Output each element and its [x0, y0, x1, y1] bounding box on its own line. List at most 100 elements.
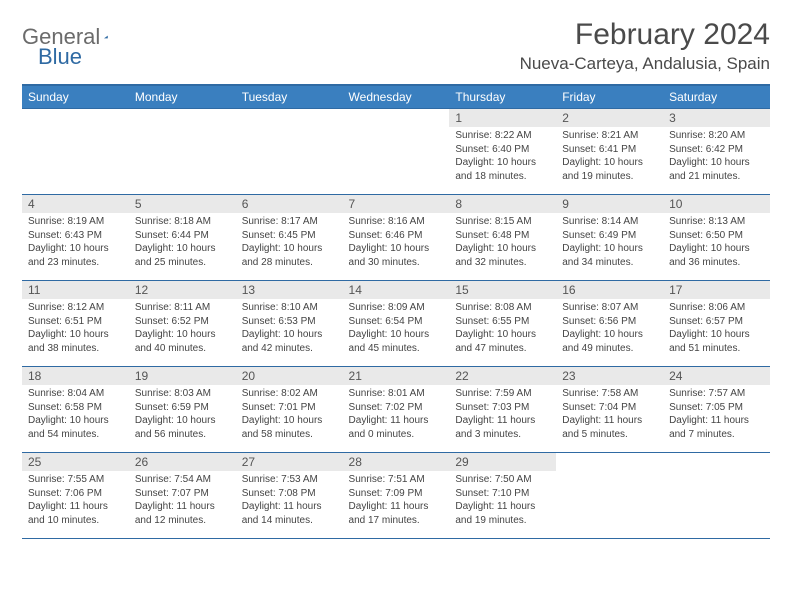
daylight-text: Daylight: 10 hours and 45 minutes. — [349, 328, 444, 355]
sunset-text: Sunset: 7:05 PM — [669, 401, 764, 415]
day-details: Sunrise: 8:14 AMSunset: 6:49 PMDaylight:… — [556, 213, 663, 273]
calendar-cell — [129, 109, 236, 195]
daylight-text: Daylight: 10 hours and 32 minutes. — [455, 242, 550, 269]
sunset-text: Sunset: 6:43 PM — [28, 229, 123, 243]
day-number: 9 — [556, 195, 663, 213]
day-details: Sunrise: 8:10 AMSunset: 6:53 PMDaylight:… — [236, 299, 343, 359]
day-number: 17 — [663, 281, 770, 299]
sunset-text: Sunset: 6:40 PM — [455, 143, 550, 157]
day-details: Sunrise: 8:03 AMSunset: 6:59 PMDaylight:… — [129, 385, 236, 445]
sunset-text: Sunset: 6:48 PM — [455, 229, 550, 243]
daylight-text: Daylight: 10 hours and 25 minutes. — [135, 242, 230, 269]
calendar-cell: 20Sunrise: 8:02 AMSunset: 7:01 PMDayligh… — [236, 367, 343, 453]
sunrise-text: Sunrise: 7:58 AM — [562, 387, 657, 401]
daylight-text: Daylight: 10 hours and 56 minutes. — [135, 414, 230, 441]
sunset-text: Sunset: 6:49 PM — [562, 229, 657, 243]
day-number: 25 — [22, 453, 129, 471]
day-details: Sunrise: 7:55 AMSunset: 7:06 PMDaylight:… — [22, 471, 129, 531]
day-details: Sunrise: 7:51 AMSunset: 7:09 PMDaylight:… — [343, 471, 450, 531]
sunset-text: Sunset: 6:51 PM — [28, 315, 123, 329]
header: General February 2024 Nueva-Carteya, And… — [22, 18, 770, 74]
daylight-text: Daylight: 10 hours and 34 minutes. — [562, 242, 657, 269]
calendar-cell: 16Sunrise: 8:07 AMSunset: 6:56 PMDayligh… — [556, 281, 663, 367]
day-details: Sunrise: 8:06 AMSunset: 6:57 PMDaylight:… — [663, 299, 770, 359]
daylight-text: Daylight: 11 hours and 0 minutes. — [349, 414, 444, 441]
calendar-cell: 14Sunrise: 8:09 AMSunset: 6:54 PMDayligh… — [343, 281, 450, 367]
sunset-text: Sunset: 7:06 PM — [28, 487, 123, 501]
day-number: 20 — [236, 367, 343, 385]
sunrise-text: Sunrise: 8:11 AM — [135, 301, 230, 315]
logo-text-2: Blue — [38, 44, 82, 70]
day-number: 1 — [449, 109, 556, 127]
day-details: Sunrise: 8:11 AMSunset: 6:52 PMDaylight:… — [129, 299, 236, 359]
weekday-header: Wednesday — [343, 85, 450, 109]
day-details: Sunrise: 8:13 AMSunset: 6:50 PMDaylight:… — [663, 213, 770, 273]
sunrise-text: Sunrise: 7:59 AM — [455, 387, 550, 401]
daylight-text: Daylight: 11 hours and 14 minutes. — [242, 500, 337, 527]
day-number: 27 — [236, 453, 343, 471]
daylight-text: Daylight: 10 hours and 30 minutes. — [349, 242, 444, 269]
calendar-cell: 6Sunrise: 8:17 AMSunset: 6:45 PMDaylight… — [236, 195, 343, 281]
day-number: 29 — [449, 453, 556, 471]
day-number: 16 — [556, 281, 663, 299]
title-block: February 2024 Nueva-Carteya, Andalusia, … — [520, 18, 770, 74]
sunset-text: Sunset: 6:53 PM — [242, 315, 337, 329]
day-details: Sunrise: 8:19 AMSunset: 6:43 PMDaylight:… — [22, 213, 129, 273]
sunrise-text: Sunrise: 8:10 AM — [242, 301, 337, 315]
day-details: Sunrise: 8:01 AMSunset: 7:02 PMDaylight:… — [343, 385, 450, 445]
sunrise-text: Sunrise: 8:13 AM — [669, 215, 764, 229]
day-number: 10 — [663, 195, 770, 213]
month-title: February 2024 — [520, 18, 770, 52]
calendar-cell: 23Sunrise: 7:58 AMSunset: 7:04 PMDayligh… — [556, 367, 663, 453]
sunset-text: Sunset: 6:59 PM — [135, 401, 230, 415]
sunrise-text: Sunrise: 8:06 AM — [669, 301, 764, 315]
sunrise-text: Sunrise: 8:20 AM — [669, 129, 764, 143]
sunrise-text: Sunrise: 8:18 AM — [135, 215, 230, 229]
daylight-text: Daylight: 10 hours and 19 minutes. — [562, 156, 657, 183]
calendar-cell: 13Sunrise: 8:10 AMSunset: 6:53 PMDayligh… — [236, 281, 343, 367]
calendar-cell: 25Sunrise: 7:55 AMSunset: 7:06 PMDayligh… — [22, 453, 129, 539]
day-details: Sunrise: 8:12 AMSunset: 6:51 PMDaylight:… — [22, 299, 129, 359]
calendar-cell: 3Sunrise: 8:20 AMSunset: 6:42 PMDaylight… — [663, 109, 770, 195]
day-number: 24 — [663, 367, 770, 385]
weekday-header-row: Sunday Monday Tuesday Wednesday Thursday… — [22, 85, 770, 109]
sunrise-text: Sunrise: 8:01 AM — [349, 387, 444, 401]
sunset-text: Sunset: 7:03 PM — [455, 401, 550, 415]
calendar-cell: 12Sunrise: 8:11 AMSunset: 6:52 PMDayligh… — [129, 281, 236, 367]
day-number: 14 — [343, 281, 450, 299]
day-number: 18 — [22, 367, 129, 385]
day-details: Sunrise: 7:57 AMSunset: 7:05 PMDaylight:… — [663, 385, 770, 445]
day-number: 19 — [129, 367, 236, 385]
day-number: 7 — [343, 195, 450, 213]
calendar-cell — [343, 109, 450, 195]
daylight-text: Daylight: 10 hours and 38 minutes. — [28, 328, 123, 355]
day-number: 8 — [449, 195, 556, 213]
day-number: 23 — [556, 367, 663, 385]
calendar-cell: 2Sunrise: 8:21 AMSunset: 6:41 PMDaylight… — [556, 109, 663, 195]
daylight-text: Daylight: 10 hours and 40 minutes. — [135, 328, 230, 355]
calendar-cell: 4Sunrise: 8:19 AMSunset: 6:43 PMDaylight… — [22, 195, 129, 281]
sunset-text: Sunset: 6:56 PM — [562, 315, 657, 329]
sunset-text: Sunset: 7:01 PM — [242, 401, 337, 415]
sunrise-text: Sunrise: 8:22 AM — [455, 129, 550, 143]
sunset-text: Sunset: 6:41 PM — [562, 143, 657, 157]
calendar-cell: 22Sunrise: 7:59 AMSunset: 7:03 PMDayligh… — [449, 367, 556, 453]
sunset-text: Sunset: 6:44 PM — [135, 229, 230, 243]
sunset-text: Sunset: 6:54 PM — [349, 315, 444, 329]
sunrise-text: Sunrise: 8:12 AM — [28, 301, 123, 315]
day-number: 5 — [129, 195, 236, 213]
day-details: Sunrise: 8:09 AMSunset: 6:54 PMDaylight:… — [343, 299, 450, 359]
sunrise-text: Sunrise: 8:02 AM — [242, 387, 337, 401]
calendar-table: Sunday Monday Tuesday Wednesday Thursday… — [22, 84, 770, 539]
daylight-text: Daylight: 10 hours and 51 minutes. — [669, 328, 764, 355]
location: Nueva-Carteya, Andalusia, Spain — [520, 54, 770, 74]
sunset-text: Sunset: 6:45 PM — [242, 229, 337, 243]
daylight-text: Daylight: 11 hours and 3 minutes. — [455, 414, 550, 441]
day-details: Sunrise: 8:08 AMSunset: 6:55 PMDaylight:… — [449, 299, 556, 359]
calendar-cell — [236, 109, 343, 195]
day-details: Sunrise: 8:20 AMSunset: 6:42 PMDaylight:… — [663, 127, 770, 187]
sunrise-text: Sunrise: 7:50 AM — [455, 473, 550, 487]
daylight-text: Daylight: 10 hours and 36 minutes. — [669, 242, 764, 269]
daylight-text: Daylight: 11 hours and 17 minutes. — [349, 500, 444, 527]
calendar-cell: 5 Sunrise: 8:18 AMSunset: 6:44 PMDaylight… — [129, 195, 236, 281]
